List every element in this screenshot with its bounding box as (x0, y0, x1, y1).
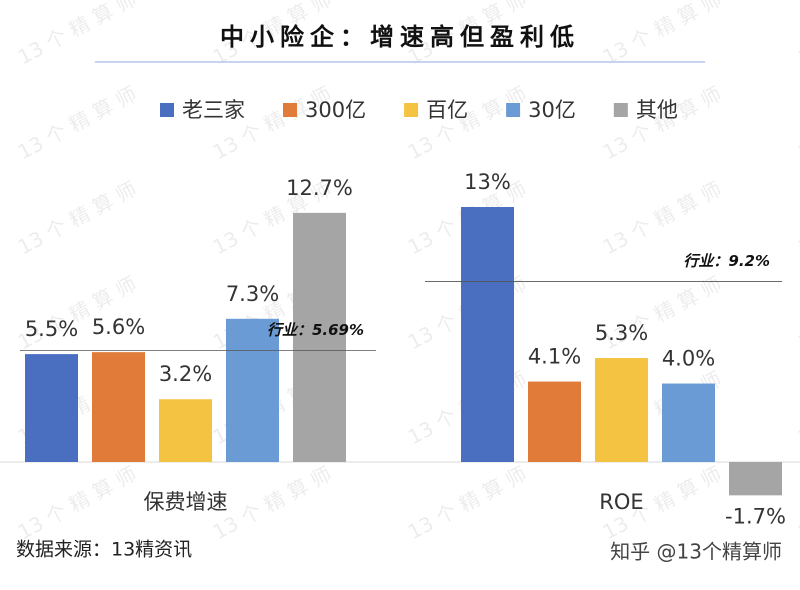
bar (528, 381, 581, 462)
legend-label: 300亿 (305, 98, 366, 122)
legend-label: 老三家 (182, 98, 245, 122)
bar (226, 318, 279, 462)
bar (662, 383, 715, 462)
value-label: 12.7% (286, 176, 353, 200)
tiled-watermark: 13 个 精 算 师 (794, 82, 800, 165)
tiled-watermark: 13 个 精 算 师 (209, 462, 336, 545)
bar (25, 354, 78, 462)
watermark-layer: 13 个 精 算 师 13 个 精 算 师 13 个 精 算 师 13 个 精 算 师… (14, 0, 800, 544)
chart-title: 中小险企：增速高但盈利低 (220, 23, 580, 51)
legend-swatch (613, 103, 628, 117)
tiled-watermark: 13 个 精 算 师 (599, 82, 726, 165)
tiled-watermark: 13 个 精 算 师 (794, 367, 800, 450)
x-category-label: 保费增速 (144, 490, 228, 514)
tiled-watermark: 13 个 精 算 师 (14, 177, 141, 260)
bar (729, 462, 782, 496)
watermark-credit: 知乎 @13个精算师 (610, 540, 782, 564)
bar (595, 358, 648, 462)
legend-label: 百亿 (426, 98, 468, 122)
bar (293, 212, 346, 462)
value-label: 4.0% (662, 347, 715, 371)
tiled-watermark: 13 个 精 算 师 (794, 272, 800, 355)
bar (92, 352, 145, 462)
legend-label: 30亿 (528, 98, 576, 122)
tiled-watermark: 13 个 精 算 师 (404, 462, 531, 545)
tiled-watermark: 13 个 精 算 师 (599, 177, 726, 260)
tiled-watermark: 13 个 精 算 师 (14, 272, 141, 355)
value-label: 4.1% (528, 345, 581, 369)
value-label: -1.7% (725, 504, 786, 528)
legend-swatch (404, 103, 419, 117)
tiled-watermark: 13 个 精 算 师 (794, 0, 800, 69)
value-label: 7.3% (226, 282, 279, 306)
tiled-watermark: 13 个 精 算 师 (14, 462, 141, 545)
tiled-watermark: 13 个 精 算 师 (794, 462, 800, 545)
tiled-watermark: 13 个 精 算 师 (599, 0, 726, 69)
source-note: 数据来源：13精资讯 (16, 539, 192, 561)
tiled-watermark: 13 个 精 算 师 (794, 177, 800, 260)
reference-label: 行业：5.69% (267, 321, 364, 339)
reference-label: 行业：9.2% (683, 252, 770, 270)
legend-label: 其他 (636, 98, 678, 122)
legend-swatch (160, 103, 174, 117)
tiled-watermark: 13 个 精 算 师 (209, 82, 336, 165)
legend-swatch (506, 103, 521, 117)
tiled-watermark: 13 个 精 算 师 (14, 0, 141, 69)
bar (461, 207, 514, 462)
value-label: 3.2% (159, 362, 212, 386)
bar (159, 399, 212, 462)
value-label: 13% (464, 170, 511, 194)
legend-swatch (283, 103, 297, 117)
value-label: 5.3% (595, 321, 648, 345)
tiled-watermark: 13 个 精 算 师 (404, 82, 531, 165)
tiled-watermark: 13 个 精 算 师 (14, 82, 141, 165)
value-label: 5.6% (92, 315, 145, 339)
value-label: 5.5% (25, 317, 78, 341)
x-category-label: ROE (599, 490, 643, 514)
